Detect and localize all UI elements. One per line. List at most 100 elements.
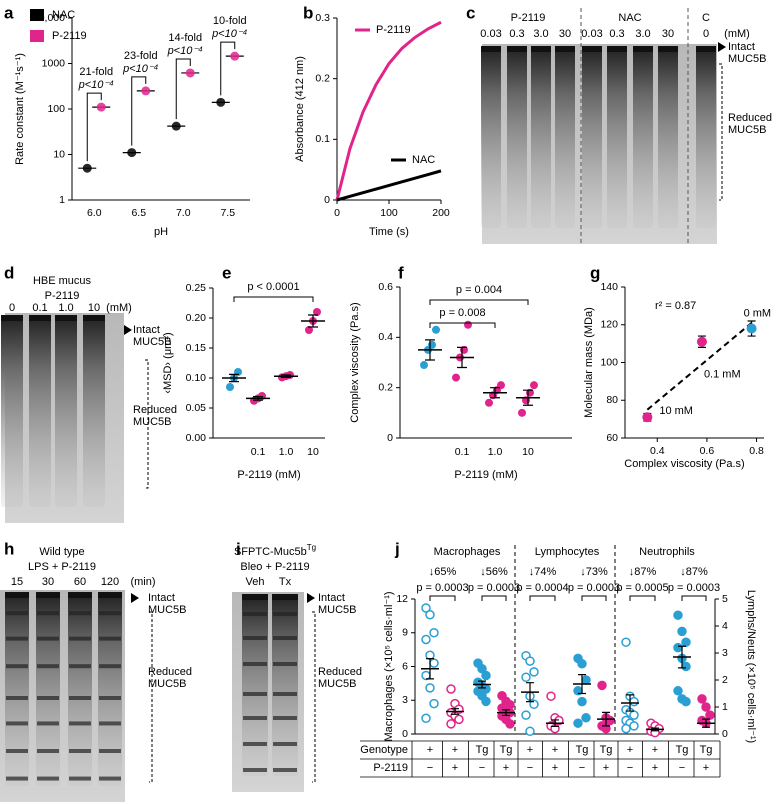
data-point [481, 696, 491, 707]
lane-unit: (mM) [106, 302, 132, 314]
gel-band [37, 721, 59, 726]
gel-band [37, 611, 59, 616]
genotype: + [527, 744, 533, 756]
y-tick-label: 0.20 [186, 312, 207, 324]
gel-lane [5, 594, 29, 786]
gel-band [273, 662, 297, 666]
gel-lane [607, 48, 627, 228]
arrowhead [124, 325, 132, 335]
gel-band [69, 664, 91, 669]
data-point [452, 373, 460, 382]
y-tick-label: 0.6 [378, 281, 393, 293]
gel-band [37, 664, 59, 669]
data-point [573, 718, 583, 728]
gel-band [243, 692, 267, 696]
gel-band [99, 776, 121, 781]
point-label: 0 mM [744, 307, 772, 319]
y-tick-label: 80 [606, 394, 618, 406]
p-value: p = 0.0005 [616, 582, 668, 594]
gel-lane [83, 317, 105, 507]
x-tick-label: 0.1 [455, 446, 470, 458]
reduction: ↓74% [529, 566, 557, 578]
treatment: + [552, 762, 558, 774]
reduction: ↓56% [480, 566, 508, 578]
x-axis-label: P-2119 (mM) [237, 469, 300, 481]
data-point [701, 702, 711, 712]
panel-letter: c [466, 3, 475, 22]
superscript: Tg [307, 543, 316, 552]
data-point [581, 713, 591, 723]
legend-label: NAC [52, 9, 75, 21]
lane-label: 0 [703, 28, 709, 40]
gel-band [243, 768, 267, 772]
reduction: ↓87% [629, 566, 657, 578]
gel-band [37, 749, 59, 753]
gel-band [273, 768, 297, 772]
data-point [141, 86, 151, 96]
band-label: MUC5B [318, 604, 357, 616]
y-tick-label: 120 [600, 319, 618, 331]
bracket [429, 322, 496, 328]
gel-band [99, 721, 121, 726]
y-tick-label: 0.4 [378, 331, 393, 343]
gel-lane [582, 48, 602, 228]
gel-band [69, 611, 91, 616]
x-tick-label: 0.8 [749, 445, 764, 457]
data-point [171, 121, 181, 131]
x-tick-label: 0.6 [700, 445, 715, 457]
gel-lane [658, 48, 678, 228]
gel-title: Bleo + P-2119 [240, 561, 309, 573]
data-point [505, 719, 515, 729]
band-label: Reduced [148, 666, 192, 678]
arrowhead [718, 42, 726, 52]
genotype: Tg [500, 744, 513, 756]
gel-well [555, 46, 575, 52]
data-point [529, 667, 539, 677]
gel-title: P-2119 [45, 290, 80, 302]
bracket [681, 595, 707, 601]
y-tick-label: 10 [53, 148, 65, 160]
gel-well [481, 46, 501, 52]
p-value: p = 0.0003 [568, 582, 620, 594]
gel-band [37, 696, 59, 700]
y-tick-label: 0.2 [315, 72, 330, 84]
data-point [530, 381, 538, 390]
data-point [305, 326, 313, 334]
gel-band [99, 664, 121, 669]
band-label: MUC5B [133, 416, 172, 428]
data-point [82, 163, 92, 173]
y-tick-label: 100 [600, 356, 618, 368]
x-tick-label: 10 [522, 446, 534, 458]
gel-well [68, 592, 92, 598]
data-point [429, 658, 439, 668]
gel-band [273, 742, 297, 746]
bracket [233, 296, 314, 302]
data-point [226, 383, 234, 391]
treatment: + [603, 762, 609, 774]
gel-band [69, 749, 91, 753]
gel-band [243, 662, 267, 666]
y-tick-label: 0 [722, 728, 728, 740]
reduction: ↓65% [429, 566, 457, 578]
genotype: Tg [676, 744, 689, 756]
data-point [428, 340, 436, 349]
panel-letter: f [398, 263, 404, 282]
y-tick-label: 0 [402, 728, 408, 740]
data-point [477, 664, 487, 674]
annotation: 14-fold [168, 32, 202, 44]
lane-label: 1.0 [58, 302, 73, 314]
gel-well [98, 592, 122, 598]
data-point [621, 637, 631, 647]
data-point [705, 710, 715, 720]
data-point [446, 719, 456, 729]
x-tick-label: 0.1 [251, 446, 266, 458]
annotation: 23-fold [124, 50, 158, 62]
genotype: + [627, 744, 633, 756]
data-point [421, 634, 431, 645]
legend-swatch [30, 9, 44, 21]
data-point [681, 637, 691, 647]
y-axis-label: Absorbance (412 nm) [294, 56, 306, 162]
bracket [429, 595, 456, 601]
panel-letter: g [590, 263, 600, 282]
point-label: 0.1 mM [704, 369, 741, 381]
